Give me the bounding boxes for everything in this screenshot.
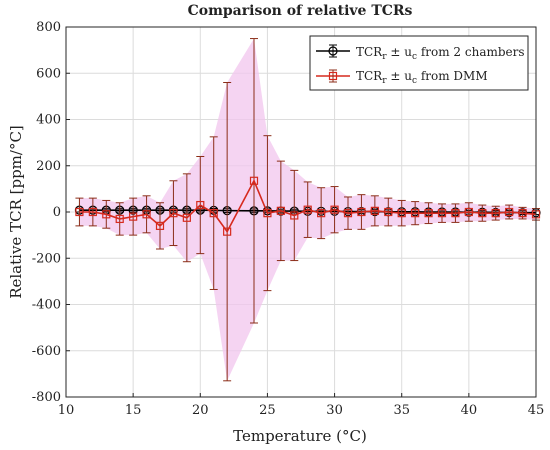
- dmm-point: [290, 211, 299, 220]
- axis-ticks: 10 15 20 25 30 35 40 45 -800 -600 -400 -200 0 200 400 6…: [32, 20, 544, 418]
- series-dmm: [75, 38, 541, 382]
- legend-box: [309, 35, 529, 91]
- dmm-point: [249, 176, 259, 185]
- y-tick-label: -400: [32, 298, 61, 313]
- legend-mid-chambers: ± u: [387, 45, 413, 59]
- dmm-point: [196, 200, 205, 210]
- dmm-point: [317, 209, 326, 218]
- legend-main-chambers: TCR: [356, 45, 383, 59]
- dmm-point: [182, 213, 191, 222]
- legend-marker-chambers: [328, 46, 338, 56]
- legend-tail-chambers: from 2 chambers: [417, 45, 525, 59]
- x-tick-label: 45: [528, 403, 545, 418]
- chart-title: Comparison of relative TCRs: [188, 3, 413, 19]
- dmm-point: [155, 221, 165, 230]
- y-tick-label: 0: [53, 205, 61, 220]
- dmm-point: [169, 209, 178, 218]
- dmm-point: [142, 210, 151, 219]
- dmm-point: [129, 212, 138, 221]
- dmm-point: [209, 209, 218, 218]
- x-tick-label: 20: [192, 403, 209, 418]
- legend-tail-dmm: from DMM: [417, 69, 488, 83]
- x-tick-label: 30: [326, 403, 343, 418]
- legend-marker-dmm: [328, 71, 338, 81]
- x-tick-label: 35: [393, 403, 410, 418]
- dmm-point: [464, 207, 473, 217]
- dmm-point: [88, 207, 97, 217]
- legend-entry-dmm: TCRr ± uc from DMM: [316, 69, 488, 86]
- y-axis-label: Relative TCR [ppm/°C]: [7, 125, 25, 299]
- legend-sub1-chambers: r: [382, 52, 387, 62]
- dmm-point: [276, 206, 285, 215]
- dmm-point: [478, 209, 487, 218]
- legend-label-dmm: TCRr ± uc from DMM: [356, 69, 488, 86]
- dmm-point: [343, 209, 353, 218]
- dmm-point: [357, 207, 366, 217]
- x-tick-label: 40: [461, 403, 478, 418]
- dmm-point: [223, 227, 232, 236]
- legend: TCRr ± uc from 2 chambers TCRr ± uc from…: [309, 35, 529, 91]
- dmm-point: [451, 209, 460, 218]
- dmm-point: [505, 207, 514, 217]
- dmm-point: [384, 207, 393, 217]
- legend-sub2-dmm: c: [412, 76, 417, 86]
- legend-main-dmm: TCR: [356, 69, 383, 83]
- dmm-line: [79, 178, 537, 234]
- dmm-point: [263, 209, 272, 218]
- dmm-point: [518, 209, 527, 218]
- dmm-point: [115, 214, 124, 224]
- dmm-point: [102, 210, 111, 219]
- y-tick-label: -200: [32, 251, 61, 266]
- legend-sub1-dmm: r: [382, 76, 387, 86]
- y-tick-label: 200: [36, 159, 61, 174]
- x-axis-label: Temperature (°C): [233, 427, 367, 445]
- dmm-point: [330, 205, 339, 214]
- dmm-point: [370, 206, 379, 215]
- legend-sub2-chambers: c: [412, 52, 417, 62]
- y-tick-label: 800: [36, 20, 61, 35]
- dmm-point: [397, 209, 406, 218]
- dmm-point: [437, 209, 447, 218]
- dmm-point: [411, 209, 420, 218]
- dmm-point: [491, 209, 500, 218]
- dmm-point: [303, 205, 312, 214]
- y-tick-label: -600: [32, 344, 61, 359]
- y-tick-label: 600: [36, 66, 61, 81]
- dmm-point: [424, 209, 433, 218]
- legend-entry-chambers: TCRr ± uc from 2 chambers: [316, 44, 525, 62]
- y-tick-label: -800: [32, 390, 61, 405]
- y-tick-label: 400: [36, 113, 61, 128]
- dmm-point: [75, 207, 84, 217]
- x-tick-label: 15: [125, 403, 142, 418]
- legend-label-chambers: TCRr ± uc from 2 chambers: [356, 45, 525, 62]
- legend-mid-dmm: ± u: [387, 69, 413, 83]
- x-tick-label: 10: [58, 403, 75, 418]
- series-layer: [74, 38, 541, 382]
- x-tick-label: 25: [259, 403, 276, 418]
